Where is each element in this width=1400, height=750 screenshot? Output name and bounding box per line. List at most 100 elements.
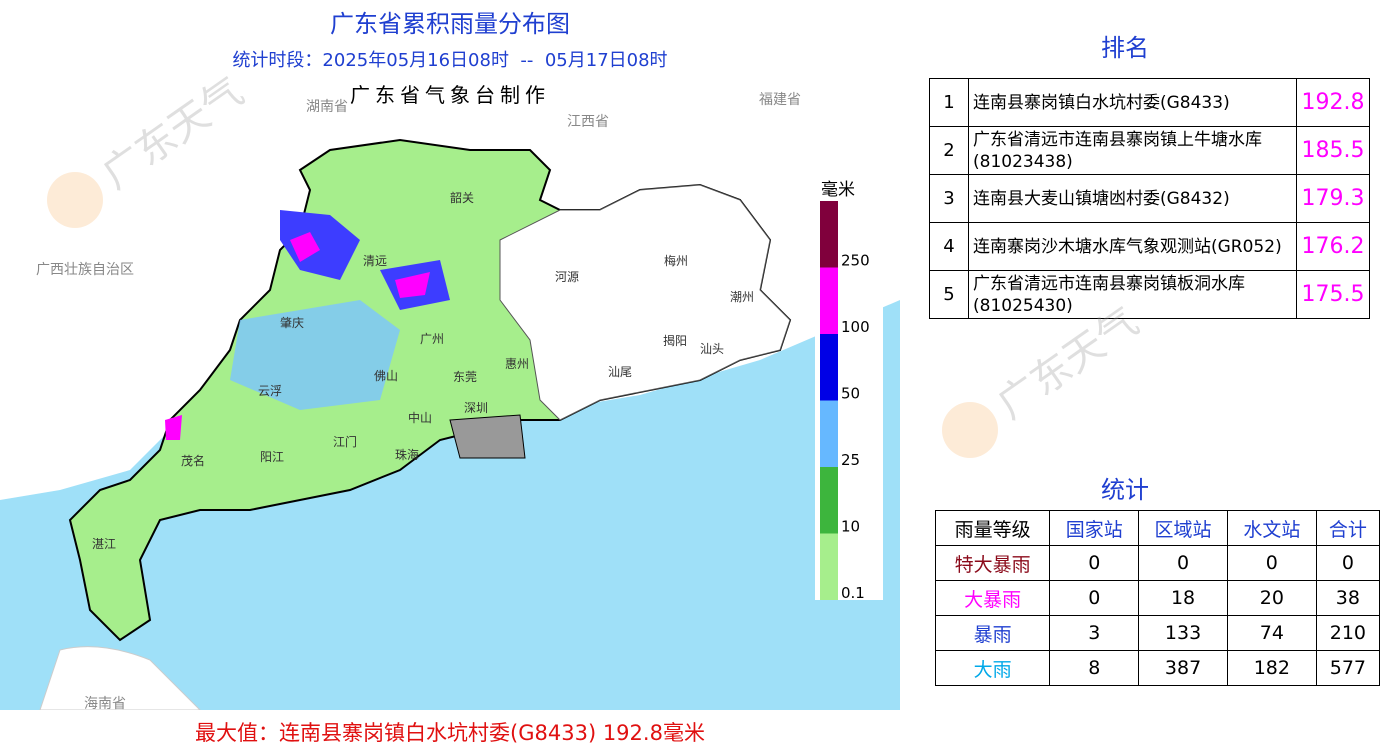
rank: 4: [929, 222, 969, 271]
neighbor-label: 广西壮族自治区: [36, 262, 134, 278]
stats-header: 国家站: [1049, 510, 1140, 546]
city-label: 阳江: [260, 450, 284, 464]
city-label: 中山: [408, 410, 432, 425]
east-region: [499, 184, 791, 421]
city-label: 惠州: [505, 357, 529, 371]
stats-count: 8: [1049, 650, 1140, 686]
legend-swatch: [820, 400, 838, 467]
maker: 广东省气象台制作: [350, 83, 550, 107]
city-label: 韶关: [450, 190, 474, 205]
station: 连南县寨岗镇白水坑村委(G8433): [968, 78, 1297, 127]
city-label: 肇庆: [280, 315, 304, 330]
station: 连南寨岗沙木塘水库气象观测站(GR052): [968, 222, 1297, 271]
hainan: [39, 646, 202, 711]
stats-row: 暴雨 3 133 74 210: [934, 615, 1381, 651]
value: 175.5: [1296, 270, 1370, 319]
value: 185.5: [1296, 126, 1370, 175]
ranking-row: 2 广东省清远市连南县寨岗镇上牛塘水库(81023438) 185.5: [929, 126, 1370, 175]
extreme-rain-area: [290, 232, 320, 262]
city-label: 汕尾: [608, 365, 632, 379]
heavy-rain-area: [280, 210, 360, 280]
footer-bg: [0, 710, 900, 750]
legend-swatch: [820, 267, 838, 334]
stats-count: 18: [1138, 580, 1228, 616]
city-label: 深圳: [464, 401, 488, 415]
city-label: 茂名: [181, 453, 205, 468]
station: 广东省清远市连南县寨岗镇上牛塘水库(81023438): [968, 126, 1297, 175]
stats-count: 182: [1226, 650, 1317, 686]
city-label: 清远: [363, 254, 387, 268]
stats-count: 0: [1049, 545, 1140, 581]
stats-count: 74: [1226, 615, 1317, 651]
legend-tick-label: 50: [841, 385, 860, 403]
neighbor-label: 江西省: [567, 114, 609, 130]
watermark-logo: [942, 402, 998, 458]
extreme-rain-area: [165, 415, 182, 440]
ranking-row: 5 广东省清远市连南县寨岗镇板洞水库(81025430) 175.5: [929, 270, 1370, 319]
ranking-title: 排名: [1101, 34, 1149, 62]
stats-count: 38: [1315, 580, 1381, 616]
city-label: 汕头: [700, 342, 724, 356]
stats-row: 特大暴雨 0 0 0 0: [934, 545, 1381, 581]
map: 广东省累积雨量分布图 统计时段：2025年05月16日08时 -- 05月17日…: [0, 10, 900, 750]
rank: 3: [929, 174, 969, 223]
stats-level: 大暴雨: [934, 580, 1051, 616]
station: 连南县大麦山镇塘凼村委(G8432): [968, 174, 1297, 223]
rank: 5: [929, 270, 969, 319]
stats-count: 20: [1226, 580, 1317, 616]
rain-area: [230, 300, 400, 410]
ranking-row: 4 连南寨岗沙木塘水库气象观测站(GR052) 176.2: [929, 222, 1370, 271]
city-label: 揭阳: [663, 333, 687, 348]
stats-count: 133: [1138, 615, 1228, 651]
stats-count: 0: [1049, 580, 1140, 616]
title: 广东省累积雨量分布图: [330, 10, 570, 38]
stats-title: 统计: [1101, 476, 1149, 504]
city-label: 江门: [333, 434, 357, 449]
stats-level: 特大暴雨: [934, 545, 1051, 581]
legend-tick-label: 100: [841, 318, 870, 336]
neighbor-label: 福建省: [759, 92, 801, 108]
neighbor-label: 海南省: [84, 696, 126, 712]
stats-count: 3: [1049, 615, 1140, 651]
legend-tick-label: 0.1: [841, 584, 865, 602]
value: 192.8: [1296, 78, 1370, 127]
neighbor-label: 湖南省: [306, 99, 348, 115]
legend-swatch: [820, 533, 838, 600]
city-label: 潮州: [730, 289, 754, 304]
ranking-row: 1 连南县寨岗镇白水坑村委(G8433) 192.8: [929, 78, 1370, 127]
stats-header: 合计: [1315, 510, 1381, 546]
hongkong: [449, 414, 526, 459]
ranking-row: 3 连南县大麦山镇塘凼村委(G8432) 179.3: [929, 174, 1370, 223]
stats-header: 雨量等级: [934, 510, 1051, 546]
city-label: 广州: [420, 332, 444, 346]
city-label: 珠海: [395, 447, 419, 462]
stats-level: 暴雨: [934, 615, 1051, 651]
rank: 1: [929, 78, 969, 127]
stats-count: 210: [1315, 615, 1381, 651]
legend-swatch: [820, 201, 838, 268]
stats-table: 雨量等级 国家站 区域站 水文站 合计 特大暴雨 0 0 0 0 大暴雨 0 18 20 38 暴雨 3 133 7…: [934, 510, 1381, 686]
stats-header: 水文站: [1226, 510, 1317, 546]
legend-swatch: [820, 467, 838, 534]
stats-count: 387: [1138, 650, 1228, 686]
extreme-rain-area: [395, 272, 430, 298]
city-label: 东莞: [453, 370, 477, 384]
stats-count: 0: [1315, 545, 1381, 581]
legend-tick-label: 250: [841, 252, 870, 270]
stats-count: 0: [1138, 545, 1228, 581]
legend-swatch: [820, 334, 838, 401]
stats-header-row: 雨量等级 国家站 区域站 水文站 合计: [934, 510, 1381, 546]
ranking-table: 1 连南县寨岗镇白水坑村委(G8433) 192.8 2 广东省清远市连南县寨岗镇上牛塘…: [929, 78, 1370, 319]
city-label: 梅州: [664, 253, 688, 268]
stats-level: 大雨: [934, 650, 1051, 686]
city-label: 湛江: [92, 537, 116, 551]
stats-count: 577: [1315, 650, 1381, 686]
station: 广东省清远市连南县寨岗镇板洞水库(81025430): [968, 270, 1297, 319]
city-label: 河源: [555, 270, 579, 284]
legend-tick-label: 25: [841, 451, 860, 469]
period: 统计时段：2025年05月16日08时 -- 05月17日08时: [232, 50, 667, 71]
legend-unit: 毫米: [821, 180, 855, 200]
footer: 最大值：连南县寨岗镇白水坑村委(G8433) 192.8毫米: [195, 721, 705, 745]
stats-header: 区域站: [1138, 510, 1228, 546]
